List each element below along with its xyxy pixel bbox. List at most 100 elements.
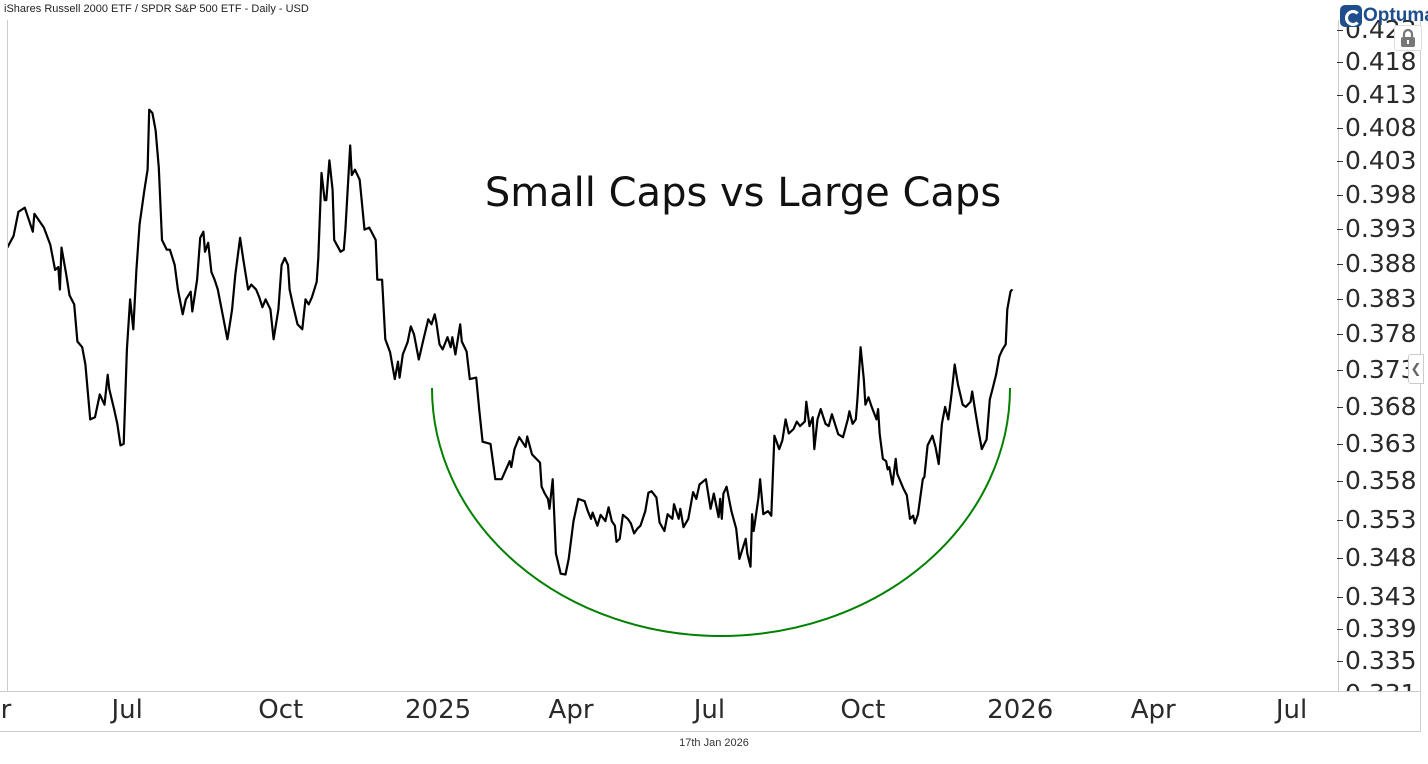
y-tick-label: 0.418 xyxy=(1345,47,1417,76)
data-point xyxy=(68,294,71,296)
data-point xyxy=(757,496,760,498)
data-point xyxy=(824,423,827,425)
data-point xyxy=(998,355,1000,358)
lock-button[interactable] xyxy=(1394,25,1422,51)
data-point xyxy=(376,279,378,281)
data-point xyxy=(751,513,753,515)
x-tick-label: 2026 xyxy=(987,695,1054,725)
data-point xyxy=(985,438,988,441)
data-point xyxy=(962,404,964,406)
data-point xyxy=(950,393,953,395)
data-point xyxy=(84,363,87,366)
data-point xyxy=(242,258,244,261)
y-tick xyxy=(1337,160,1343,162)
data-point xyxy=(895,458,897,460)
data-point xyxy=(190,291,192,293)
data-point xyxy=(947,418,949,421)
data-point xyxy=(812,416,814,418)
data-point xyxy=(363,229,366,231)
plot-area[interactable] xyxy=(7,20,1339,691)
data-point xyxy=(547,498,549,500)
x-axis[interactable]: Apr Jul Oct 2025 Apr Jul Oct 2026 Apr Jul xyxy=(0,691,1421,732)
data-point xyxy=(442,348,444,350)
data-point xyxy=(941,423,943,425)
data-point xyxy=(17,211,20,213)
data-point xyxy=(718,516,720,518)
y-tick xyxy=(1337,661,1343,663)
data-point xyxy=(166,249,168,251)
data-point xyxy=(938,463,940,465)
data-point xyxy=(418,358,420,361)
data-point xyxy=(454,353,457,356)
data-point xyxy=(129,298,131,301)
data-point xyxy=(413,333,415,335)
data-point xyxy=(143,189,146,191)
chevron-left-icon: ❮ xyxy=(1410,361,1422,377)
data-point xyxy=(531,453,533,455)
data-point xyxy=(375,239,377,241)
data-point xyxy=(489,443,492,445)
data-point xyxy=(116,423,118,425)
data-point xyxy=(607,506,610,508)
data-point xyxy=(965,406,967,408)
data-point xyxy=(76,340,79,343)
data-point xyxy=(611,520,613,522)
data-point xyxy=(354,169,356,171)
data-point xyxy=(555,552,557,555)
data-point xyxy=(202,231,205,233)
y-tick xyxy=(1337,558,1343,560)
data-point xyxy=(325,199,327,201)
data-point xyxy=(673,503,675,505)
data-point xyxy=(738,558,740,560)
data-point xyxy=(410,325,412,328)
y-tick-label: 0.403 xyxy=(1345,145,1417,175)
data-point xyxy=(359,179,361,181)
data-point xyxy=(989,398,991,401)
data-point xyxy=(107,374,109,376)
data-point xyxy=(435,321,437,323)
data-point xyxy=(273,338,275,340)
y-tick-label: 0.408 xyxy=(1345,112,1417,142)
data-point xyxy=(182,313,184,315)
data-point xyxy=(304,298,307,301)
data-point xyxy=(909,518,911,520)
y-tick-label: 0.398 xyxy=(1345,179,1417,209)
data-point xyxy=(753,530,755,532)
data-point xyxy=(49,244,51,246)
data-point xyxy=(269,308,272,310)
data-point xyxy=(466,350,468,353)
data-point xyxy=(855,418,857,421)
data-point xyxy=(548,508,551,510)
data-point xyxy=(394,378,396,380)
instrument-title: iShares Russell 2000 ETF / SPDR S&P 500 … xyxy=(4,3,309,15)
data-point xyxy=(847,418,849,421)
data-point xyxy=(255,288,257,291)
data-point xyxy=(808,425,811,427)
x-tick-label: 2025 xyxy=(405,695,472,725)
y-tick xyxy=(1337,629,1343,631)
data-point xyxy=(710,508,712,510)
data-point xyxy=(792,428,795,430)
y-tick xyxy=(1337,127,1343,129)
data-point xyxy=(147,169,149,171)
data-point xyxy=(384,338,386,340)
data-point xyxy=(229,318,232,320)
data-point xyxy=(678,518,680,520)
data-point xyxy=(57,266,59,268)
data-point xyxy=(888,466,890,468)
y-tick xyxy=(1337,334,1343,336)
y-tick xyxy=(1337,29,1343,31)
data-point xyxy=(599,514,602,516)
collapse-panel-button[interactable]: ❮ xyxy=(1408,354,1424,384)
data-point xyxy=(992,386,994,388)
data-point xyxy=(981,448,983,450)
data-point xyxy=(796,421,798,423)
data-point xyxy=(351,174,353,176)
data-point xyxy=(863,378,865,380)
footer-date: 17th Jan 2026 xyxy=(679,737,749,749)
data-point xyxy=(770,515,772,517)
data-point xyxy=(501,478,503,480)
y-tick xyxy=(1337,370,1343,372)
data-point xyxy=(813,448,815,450)
data-point xyxy=(199,237,201,239)
